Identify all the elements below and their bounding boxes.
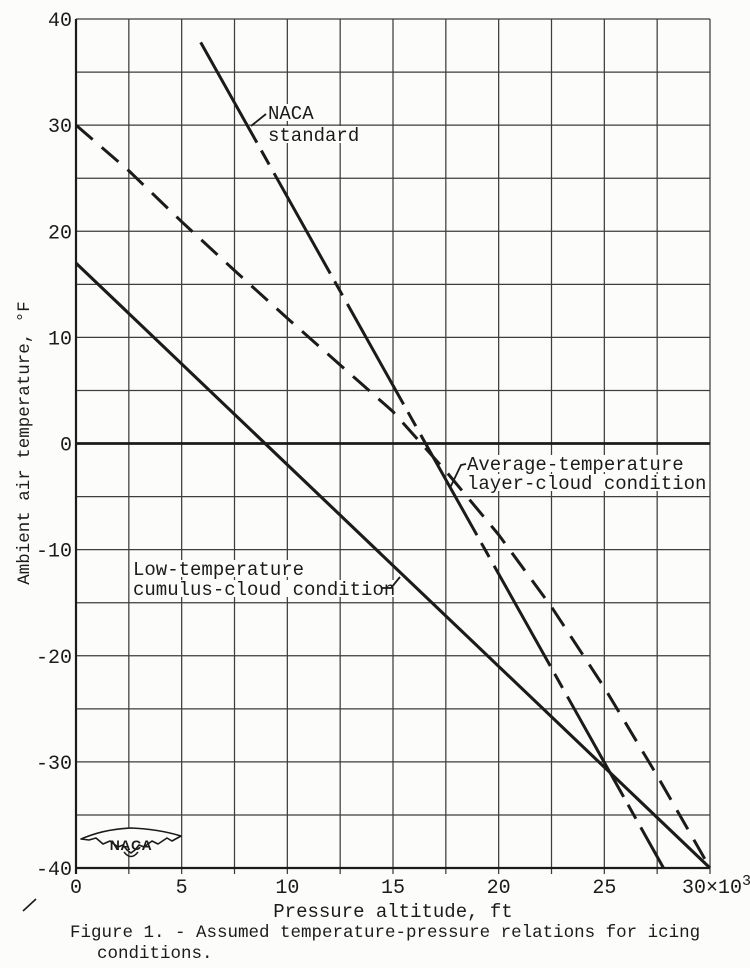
x-tick-label: 0: [70, 877, 82, 900]
label-background: [464, 455, 686, 472]
label-background: [130, 560, 307, 577]
annotation-line: cumulus-cloud condition: [133, 579, 395, 601]
gridlines: [76, 18, 711, 874]
y-tick-label: 20: [48, 222, 72, 245]
x-tick-label-base: 30×10: [682, 877, 742, 900]
y-tick-label: -10: [36, 541, 72, 564]
x-tick-label-exponent: 3: [742, 873, 750, 890]
y-axis-title: Ambient air temperature, °F: [15, 301, 35, 585]
figure-caption: Figure 1. - Assumed temperature-pressure…: [70, 923, 730, 965]
axis-titles: Pressure altitude, ft Ambient air temper…: [15, 301, 513, 923]
caption-line-1: Figure 1. - Assumed temperature-pressure…: [70, 923, 701, 943]
y-tick-label: 30: [48, 116, 72, 139]
y-tick-label: 0: [60, 435, 72, 458]
y-tick-label: 40: [48, 10, 72, 33]
annotation-line: NACA: [268, 103, 314, 125]
label-background: [265, 126, 362, 143]
series-average-temperature-layer-cloud-condition: [75, 123, 712, 869]
naca-logo-tail: [123, 851, 139, 858]
label-background: [265, 104, 317, 121]
label-background: [130, 580, 398, 597]
y-tick-label: -40: [36, 859, 72, 882]
naca-logo-text: NACA: [110, 837, 152, 853]
caption-line-2: conditions.: [97, 944, 213, 964]
data-series: [74, 41, 712, 870]
label-leader-line: [381, 576, 401, 589]
x-tick-label: 10: [275, 877, 299, 900]
annotation-line: layer-cloud condition: [467, 473, 706, 495]
label-leader-line: [449, 463, 467, 489]
series-low-temperature-cumulus-cloud-condition: [74, 261, 712, 870]
x-tick-label: 15: [381, 877, 405, 900]
x-tick-label: 5: [176, 877, 188, 900]
y-tick-label: -20: [36, 647, 72, 670]
axes: [74, 19, 710, 874]
annotation-line: Low-temperature: [133, 559, 304, 581]
stray-pencil-mark: [22, 898, 37, 912]
x-tick-label: 25: [592, 877, 616, 900]
tick-labels: 0 5 10 15 20 25 30×103 40 30 20 10 0 -10 -20 -30 -40: [36, 10, 750, 900]
x-axis-title: Pressure altitude, ft: [273, 901, 512, 923]
x-tick-label: 30×103: [682, 873, 750, 900]
annotation-line: standard: [268, 125, 359, 147]
x-tick-label: 20: [487, 877, 511, 900]
label-background: [464, 474, 709, 491]
annotation-line: Average-temperature: [467, 454, 684, 476]
label-leader-line: [250, 113, 267, 127]
naca-logo: NACA: [80, 827, 182, 858]
y-tick-label: 10: [48, 328, 72, 351]
naca-logo-wings: [80, 827, 182, 854]
y-tick-label: -30: [36, 753, 72, 776]
